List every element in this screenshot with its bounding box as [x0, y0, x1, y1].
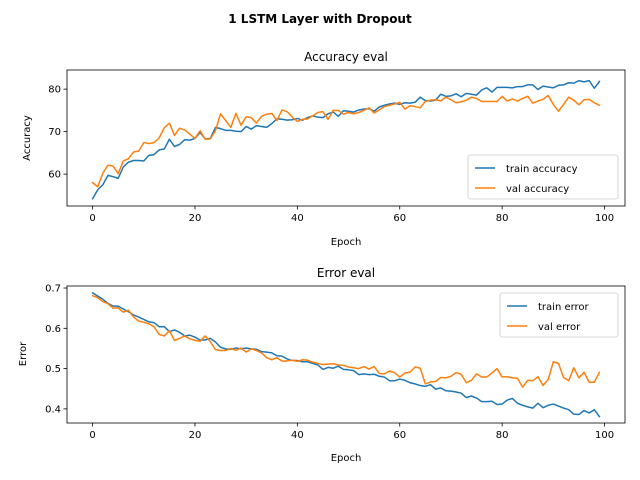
- accuracy-series-train-line: [91, 79, 601, 200]
- accuracy-x-tick-label: 60: [393, 213, 406, 224]
- accuracy-y-tick-label: 80: [48, 85, 61, 96]
- error-x-tick-label: 20: [189, 430, 202, 441]
- accuracy-legend-box: [467, 154, 619, 200]
- error-x-tick-label: 100: [595, 430, 614, 441]
- error-series-train-line: [91, 291, 601, 418]
- error-y-axis-label: Error: [18, 341, 29, 366]
- accuracy-x-tick-label: 20: [189, 213, 202, 224]
- error-legend: train error val error: [499, 292, 619, 338]
- error-subplot: Error eval Epoch Error 0 20 40 60 80 100 0.4 0.…: [18, 266, 626, 464]
- error-legend-box: [499, 292, 619, 338]
- accuracy-legend-label-train: train accuracy: [506, 164, 578, 175]
- error-y-tick-label: 0.6: [45, 324, 61, 335]
- accuracy-axes-frame: [66, 69, 626, 207]
- accuracy-y-axis-label: Accuracy: [22, 115, 33, 161]
- accuracy-y-tick-label: 60: [48, 170, 61, 181]
- accuracy-series-val-line: [91, 94, 601, 188]
- accuracy-x-tick-label: 100: [595, 213, 614, 224]
- accuracy-subplot-title: Accuracy eval: [304, 50, 388, 64]
- error-subplot-title: Error eval: [317, 266, 375, 280]
- error-y-tick-label: 0.4: [45, 404, 61, 415]
- error-x-tick-label: 0: [89, 430, 95, 441]
- accuracy-subplot: Accuracy eval Epoch Accuracy 0 20 40 60 80 10…: [22, 50, 626, 248]
- accuracy-y-tick-label: 70: [48, 127, 61, 138]
- error-legend-label-train: train error: [538, 302, 590, 313]
- error-x-tick-label: 80: [496, 430, 509, 441]
- error-series-val-line: [91, 294, 601, 388]
- error-x-tick-label: 40: [291, 430, 304, 441]
- accuracy-x-tick-label: 0: [89, 213, 95, 224]
- figure-suptitle: 1 LSTM Layer with Dropout: [228, 12, 412, 26]
- error-axes-frame: [66, 285, 626, 424]
- error-x-tick-label: 60: [393, 430, 406, 441]
- accuracy-legend-label-val: val accuracy: [506, 184, 569, 195]
- error-y-tick-label: 0.7: [45, 284, 61, 295]
- accuracy-x-tick-label: 40: [291, 213, 304, 224]
- error-x-axis-label: Epoch: [331, 453, 362, 464]
- accuracy-legend: train accuracy val accuracy: [467, 154, 619, 200]
- accuracy-x-tick-label: 80: [496, 213, 509, 224]
- error-legend-label-val: val error: [538, 322, 581, 333]
- error-y-tick-label: 0.5: [45, 364, 61, 375]
- accuracy-x-axis-label: Epoch: [331, 237, 362, 248]
